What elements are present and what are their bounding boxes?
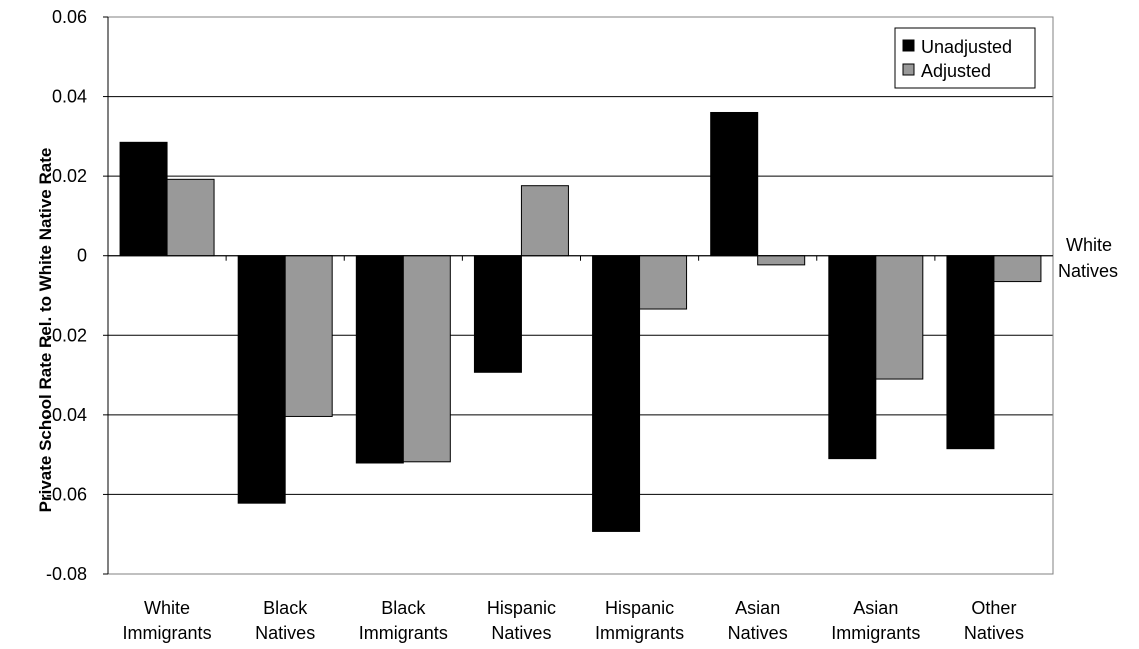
bar-unadjusted <box>592 255 641 532</box>
x-tick-label: Hispanic Immigrants <box>595 598 684 643</box>
legend-label-adjusted: Adjusted <box>921 61 991 81</box>
x-tick-label: Black Immigrants <box>359 598 448 643</box>
bars <box>119 111 1042 532</box>
y-tick-label: 0.02 <box>52 166 87 186</box>
x-tick-label: Other Natives <box>964 598 1024 643</box>
bar-adjusted <box>520 185 569 257</box>
legend-swatch-unadjusted <box>902 39 915 52</box>
bar-adjusted <box>757 255 806 266</box>
bar-adjusted <box>402 255 451 463</box>
y-tick-labels: 0.06 0.04 0.02 0 -0.02 -0.04 -0.06 -0.08 <box>46 7 87 584</box>
annotation-line-2: Natives <box>1058 261 1118 281</box>
y-tick-label: -0.08 <box>46 564 87 584</box>
annotation-line-1: White <box>1066 235 1112 255</box>
bar-adjusted <box>993 255 1042 283</box>
bar-unadjusted <box>237 255 286 504</box>
x-tick-label: Hispanic Natives <box>487 598 556 643</box>
bar-unadjusted <box>473 255 522 373</box>
y-tick-label: 0.04 <box>52 87 87 107</box>
legend: Unadjusted Adjusted <box>894 27 1036 89</box>
bar-adjusted <box>875 255 924 380</box>
bar-unadjusted <box>946 255 995 450</box>
x-tick-label: White Immigrants <box>123 598 212 643</box>
y-tick-label: -0.06 <box>46 484 87 504</box>
white-natives-annotation: White Natives <box>1058 235 1118 281</box>
x-tick-labels: White Immigrants Black Natives Black Immigran… <box>123 598 1024 643</box>
y-tick-label: -0.04 <box>46 405 87 425</box>
y-tick-label: -0.02 <box>46 325 87 345</box>
bar-unadjusted <box>119 141 168 257</box>
bar-unadjusted <box>355 255 404 464</box>
y-tick-label: 0.06 <box>52 7 87 27</box>
bar-adjusted <box>639 255 688 310</box>
bar-adjusted <box>284 255 333 417</box>
bar-adjusted <box>166 178 215 257</box>
bar-unadjusted <box>828 255 877 460</box>
y-tick-label: 0 <box>77 246 87 266</box>
legend-swatch-adjusted <box>902 63 915 76</box>
x-tick-label: Asian Natives <box>728 598 788 643</box>
y-axis-title: Private School Rate Rel. to White Native… <box>36 148 55 513</box>
legend-box <box>894 27 1036 89</box>
x-tick-label: Asian Immigrants <box>831 598 920 643</box>
legend-label-unadjusted: Unadjusted <box>921 37 1012 57</box>
axes <box>103 16 1054 575</box>
bar-unadjusted <box>710 111 759 257</box>
x-tick-label: Black Natives <box>255 598 315 643</box>
